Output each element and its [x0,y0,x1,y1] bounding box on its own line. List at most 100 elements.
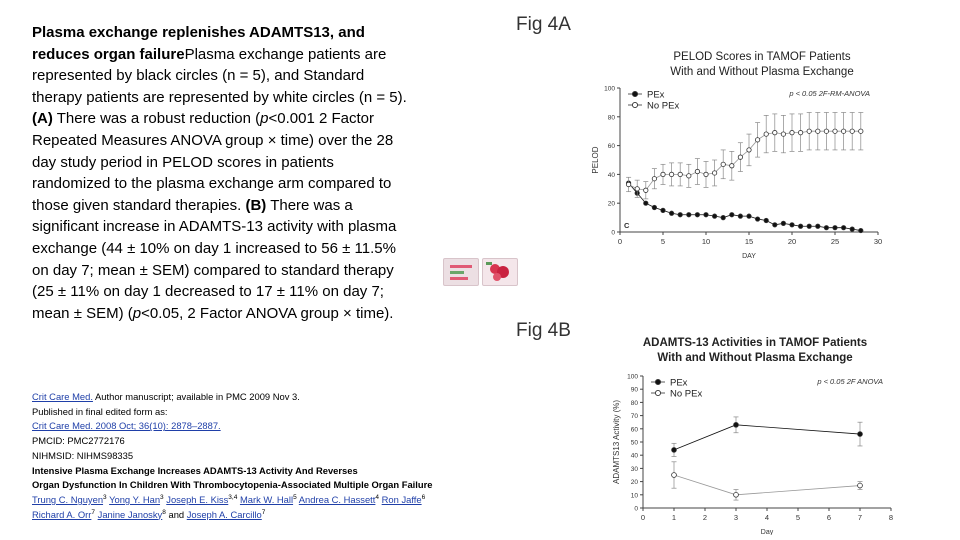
x-axis-label: Day [761,529,774,535]
data-point [832,128,838,134]
panel-letter: C [624,221,630,230]
chart-title: ADAMTS-13 Activities in TAMOF Patients [643,337,867,349]
journal-link[interactable]: Crit Care Med. [32,391,93,402]
author-affiliation: 7 [261,508,266,516]
x-tick-label: 15 [745,237,753,246]
pelod-chart: PELOD Scores in TAMOF Patients With and … [591,51,882,260]
data-point [772,222,778,228]
stats-annotation: p < 0.05 2F ANOVA [816,377,883,386]
data-point [712,170,718,176]
data-point [832,225,838,231]
data-point [763,131,769,137]
series-line [628,182,861,231]
series-line [673,474,861,496]
x-tick-label: 0 [641,513,645,522]
caption-panel-b-label: (B) [245,196,267,214]
author-link[interactable]: Janine Janosky [97,508,163,520]
author-affiliation: 4 [375,493,380,501]
y-tick-label: 20 [608,201,616,208]
data-point [677,212,683,218]
data-point [780,131,786,137]
x-tick-label: 2 [703,513,707,522]
data-point [806,223,812,229]
y-tick-label: 20 [631,479,639,486]
x-tick-label: 20 [788,237,796,246]
y-tick-label: 40 [608,172,616,179]
figure-thumbnail[interactable] [443,258,479,286]
y-axis-label: PELOD [591,146,600,173]
data-point [840,225,847,231]
data-point [712,213,718,219]
data-point [703,212,709,218]
fig-4b-label: Fig 4B [516,320,571,341]
author-link[interactable]: Richard A. Orr [32,508,92,520]
data-point [634,186,640,192]
data-point [671,472,677,478]
data-point [677,171,683,177]
x-tick-label: 1 [672,513,676,522]
y-tick-label: 50 [631,440,639,447]
legend-entry: PEx [670,378,688,389]
caption-panel-b-text-2: <0.05, 2 Factor ANOVA group × time). [141,304,394,322]
author-link[interactable]: Joseph E. Kiss [166,493,229,505]
chart-title: PELOD Scores in TAMOF Patients [673,51,850,63]
thumbnail-graphic [486,262,509,281]
data-point [858,227,864,234]
data-point [857,431,863,437]
y-tick-label: 60 [608,143,616,150]
y-tick-label: 80 [631,400,639,407]
data-point [660,207,666,213]
legend-marker [631,90,639,98]
author-link[interactable]: Trung C. Nguyen [32,493,104,505]
x-axis-label: DAY [742,253,756,260]
data-point [857,482,863,489]
data-point [703,171,709,177]
legend-marker [654,378,662,386]
data-point [763,217,769,224]
author-link[interactable]: Ron Jaffe [381,493,422,505]
legend-entry: No PEx [647,101,679,112]
data-point [651,176,658,182]
data-point [686,212,692,218]
article-title-line-1: Intensive Plasma Exchange Increases ADAM… [32,464,358,476]
citation-block: Crit Care Med. Author manuscript; availa… [32,390,502,522]
article-title-line-2: Organ Dysfunction In Children With Throm… [32,479,433,491]
y-tick-label: 80 [608,114,616,121]
data-point [643,200,649,206]
citation-source-line: Crit Care Med. 2008 Oct; 36(10): 2878–28… [32,419,502,434]
x-tick-label: 4 [765,513,769,522]
author-affiliation: 3 [160,493,164,501]
data-point [789,130,795,136]
caption-p-symbol: p [260,110,269,128]
chart-subtitle: With and Without Plasma Exchange [670,66,853,78]
data-point [789,222,795,228]
author-affiliation: 5 [293,493,297,501]
data-point [651,204,658,211]
author-link[interactable]: Mark W. Hall [239,493,294,505]
x-tick-label: 8 [889,513,893,522]
y-tick-label: 0 [611,230,615,237]
data-point [798,223,804,229]
data-point [823,128,829,134]
y-tick-label: 100 [604,86,615,93]
x-tick-label: 5 [661,237,665,246]
x-tick-label: 25 [831,237,839,246]
pmcid: PMCID: PMC2772176 [32,435,125,447]
author-link[interactable]: Andrea C. Hassett [298,493,376,505]
author-link[interactable]: Joseph A. Carcillo [186,508,262,520]
plot-area: 0 1 2 3 4 5 6 7 80102030405060708090100DayADAMTS… [612,374,893,536]
data-point [849,128,855,134]
y-tick-label: 100 [627,374,638,381]
author-link[interactable]: Yong Y. Han [109,493,161,505]
data-point [755,216,761,222]
data-point [840,128,847,134]
caption-intro: Plasma exchange patients are represented… [32,45,407,106]
thumbnail-graphic [450,265,472,280]
figure-thumbnail[interactable] [482,258,518,286]
chart-subtitle: With and Without Plasma Exchange [657,352,852,364]
figure-caption: Plasma exchange replenishes ADAMTS13, an… [32,22,412,324]
data-point [625,181,632,188]
caption-p-symbol: p [132,304,142,322]
source-link[interactable]: Crit Care Med. 2008 Oct; 36(10): 2878–28… [32,420,221,432]
y-tick-label: 0 [634,506,638,513]
